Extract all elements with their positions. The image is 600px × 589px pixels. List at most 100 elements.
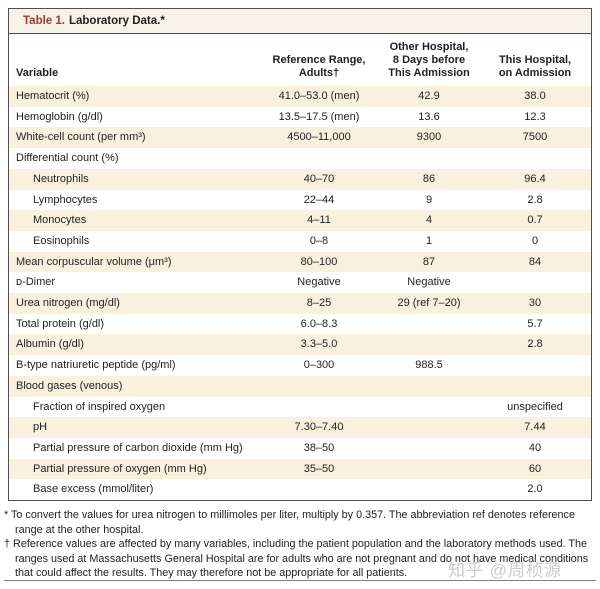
reference-range-cell: 80–100 [300,255,338,268]
reference-range-cell: 0–8 [309,234,329,247]
variable-cell: Fraction of inspired oxygen [33,400,166,413]
other-hospital-cell [379,459,479,480]
other-hospital-cell [379,417,479,438]
footnote-mark: * [4,509,12,521]
variable-cell: Monocytes [33,214,87,227]
other-hospital-cell [379,397,479,418]
other-hospital-cell: 4 [425,214,433,227]
other-hospital-cell: 13.6 [418,110,440,123]
reference-range-cell: 0–300 [303,359,335,372]
reference-range-cell: 13.5–17.5 (men) [278,110,360,123]
footnote-text: To convert the values for urea nitrogen … [11,509,575,536]
reference-range-cell [259,397,379,418]
other-hospital-cell: 42.9 [418,90,440,102]
table-title-band: Table 1. Laboratory Data.* [9,9,591,34]
reference-range-cell [259,479,379,500]
reference-range-cell: 7.30–7.40 [294,421,344,434]
this-hospital-cell: 7500 [522,131,548,144]
variable-cell: Base excess (mmol/liter) [33,483,154,496]
table-row: Lymphocytes 22–44 9 2.8 [9,189,591,211]
this-hospital-cell: 0.7 [527,214,543,227]
variable-cell: Urea nitrogen (mg/dl) [16,297,120,310]
variable-cell: Lymphocytes [33,193,98,206]
table-row: White-cell count (per mm³) 4500–11,000 930… [9,127,591,149]
variable-cell: Neutrophils [33,172,89,185]
this-hospital-cell: 7.44 [524,421,546,434]
reference-range-cell: 41.0–53.0 (men) [278,90,360,102]
reference-range-cell: 38–50 [303,441,335,454]
this-hospital-cell [479,272,591,293]
reference-range-cell: 8–25 [306,297,332,310]
table-row: Blood gases (venous) [9,375,591,397]
table-row: Albumin (g/dl) 3.3–5.0 2.8 [9,334,591,356]
this-hospital-cell: 2.0 [527,483,543,496]
table-row: Base excess (mmol/liter) 2.0 [9,479,591,501]
other-hospital-cell: Negative [407,276,451,289]
other-hospital-cell: 87 [422,255,436,268]
table-row: B-type natriuretic peptide (pg/ml) 0–300 9… [9,355,591,376]
table-row: Neutrophils 40–70 86 96.4 [9,168,591,190]
other-hospital-cell: 9300 [416,131,442,144]
variable-cell: Albumin (g/dl) [16,338,84,351]
this-hospital-cell [479,376,591,397]
reference-range-cell: 4500–11,000 [287,131,351,144]
table-row: Partial pressure of oxygen (mm Hg) 35–50 6… [9,458,591,480]
other-hospital-cell: 9 [425,193,433,206]
table-row: Eosinophils 0–8 1 0 [9,230,591,252]
other-hospital-cell [379,376,479,397]
reference-range-cell: 4–11 [307,214,331,227]
variable-cell: Differential count (%) [16,152,119,165]
reference-range-cell: 22–44 [303,193,335,206]
table-row: Hematocrit (%) 41.0–53.0 (men) 42.9 38.0 [9,86,591,107]
this-hospital-cell: 2.8 [527,338,543,351]
table-row: Fraction of inspired oxygen unspecified [9,396,591,418]
other-hospital-cell: 86 [422,172,436,185]
table-number-label: Table 1. [23,15,65,27]
table-row: Differential count (%) [9,148,591,169]
table-row: ᴅ-Dimer Negative Negative [9,272,591,294]
footnotes: * To convert the values for urea nitroge… [4,508,596,581]
reference-range-cell [259,148,379,169]
reference-range-cell: 35–50 [303,462,335,475]
variable-cell: Mean corpuscular volume (μm³) [16,255,172,268]
other-hospital-cell [379,334,479,355]
column-header-variable: Variable [9,34,259,86]
other-hospital-cell: 1 [425,234,433,247]
reference-range-cell: 3.3–5.0 [300,338,338,351]
other-hospital-cell [379,148,479,169]
table-row: Partial pressure of carbon dioxide (mm H… [9,437,591,459]
reference-range-cell: Negative [297,276,341,289]
table-row: Hemoglobin (g/dl) 13.5–17.5 (men) 13.6 12.3 [9,106,591,128]
variable-cell: ᴅ-Dimer [16,276,56,289]
this-hospital-cell: unspecified [507,400,563,413]
other-hospital-cell: 988.5 [415,359,443,372]
variable-cell: White-cell count (per mm³) [16,131,146,144]
column-header-reference-range: Reference Range, Adults† [259,34,379,86]
variable-cell: Blood gases (venous) [16,379,123,392]
footnote: † Reference values are affected by many … [4,537,596,581]
other-hospital-cell [379,479,479,500]
this-hospital-cell: 30 [528,297,542,310]
footnote-text: Reference values are affected by many va… [13,538,589,579]
variable-cell: Hemoglobin (g/dl) [16,110,103,123]
footnote-mark: † [4,538,14,550]
column-header-other-hospital: Other Hospital, 8 Days before This Admis… [379,34,479,86]
reference-range-cell: 40–70 [303,172,335,185]
lab-table: Variable Reference Range, Adults† Other … [9,34,591,501]
table-row: pH 7.30–7.40 7.44 [9,417,591,438]
table-row: Monocytes 4–11 4 0.7 [9,210,591,231]
this-hospital-cell [479,355,591,376]
variable-cell: pH [33,421,48,434]
this-hospital-cell: 0 [531,234,539,247]
other-hospital-cell [379,438,479,459]
footnote: * To convert the values for urea nitroge… [4,508,596,537]
other-hospital-cell: 29 (ref 7–20) [397,297,461,310]
reference-range-cell: 6.0–8.3 [300,317,338,330]
variable-cell: Eosinophils [33,234,90,247]
this-hospital-cell: 84 [528,255,542,268]
this-hospital-cell [479,148,591,169]
this-hospital-cell: 60 [528,462,542,475]
column-header-this-hospital: This Hospital, on Admission [479,34,591,86]
variable-cell: Total protein (g/dl) [16,317,105,330]
